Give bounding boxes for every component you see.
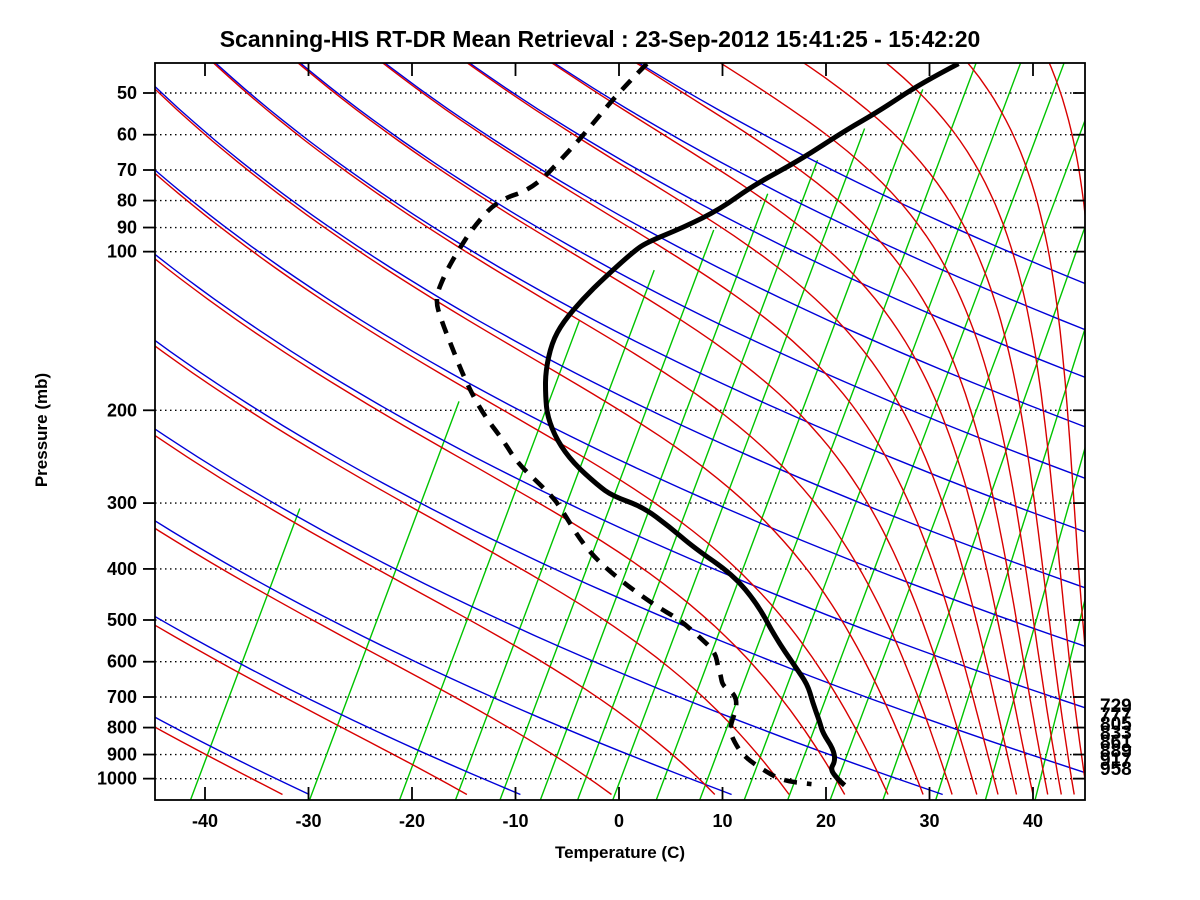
temperature-tick-label: 10 (712, 811, 732, 831)
temperature-curve (543, 63, 960, 788)
pressure-tick-label: 100 (107, 242, 137, 262)
axis-ticks (143, 63, 1085, 800)
pressure-tick-label: 500 (107, 610, 137, 630)
temperature-tick-label: 20 (816, 811, 836, 831)
level-label: 805 (1100, 714, 1132, 735)
pressure-tick-label: 90 (117, 218, 137, 238)
pressure-tick-label: 200 (107, 400, 137, 420)
pressure-tick-label: 80 (117, 191, 137, 211)
pressure-tick-label: 70 (117, 160, 137, 180)
level-label: 861 (1100, 732, 1132, 753)
pressure-tick-label: 400 (107, 559, 137, 579)
plot-border (154, 62, 1086, 801)
pressure-tick-label: 700 (107, 687, 137, 707)
temperature-tick-label: -40 (192, 811, 218, 831)
moist-adiabat-red-lines (155, 63, 1085, 796)
level-label: 729 (1100, 696, 1132, 717)
level-label: 958 (1100, 759, 1132, 780)
dewpoint-curve (434, 63, 812, 787)
background-line-families (155, 63, 1085, 800)
dry-adiabat-blue-lines (155, 63, 1085, 796)
level-label: 777 (1100, 705, 1132, 726)
pressure-tick-label: 50 (117, 83, 137, 103)
x-axis-title: Temperature (C) (554, 843, 686, 862)
temperature-tick-label: 40 (1023, 811, 1043, 831)
pressure-tick-label: 600 (107, 652, 137, 672)
temperature-tick-label: -20 (399, 811, 425, 831)
temperature-tick-label: -10 (502, 811, 528, 831)
pressure-tick-label: 60 (117, 125, 137, 145)
pressure-tick-labels: 50 60 70 80 90 100 200 300 400 500 600 700 800 900 100… (97, 83, 137, 789)
temperature-tick-label: 0 (614, 811, 624, 831)
pressure-tick-label: 300 (107, 493, 137, 513)
pressure-tick-label: 800 (107, 718, 137, 738)
temperature-tick-label: 30 (919, 811, 939, 831)
temperature-tick-label: -30 (295, 811, 321, 831)
pressure-tick-label: 1000 (97, 769, 137, 789)
pressure-tick-label: 900 (107, 745, 137, 765)
level-label: 833 (1100, 723, 1132, 744)
level-label: 917 (1100, 750, 1132, 771)
temperature-tick-labels: -40 -30 -20 -10 0 10 20 30 40 (192, 811, 1043, 831)
level-label: 889 (1100, 741, 1132, 762)
y-axis-title: Pressure (mb) (32, 372, 51, 488)
page-title: Scanning-HIS RT-DR Mean Retrieval : 23-S… (219, 26, 981, 52)
